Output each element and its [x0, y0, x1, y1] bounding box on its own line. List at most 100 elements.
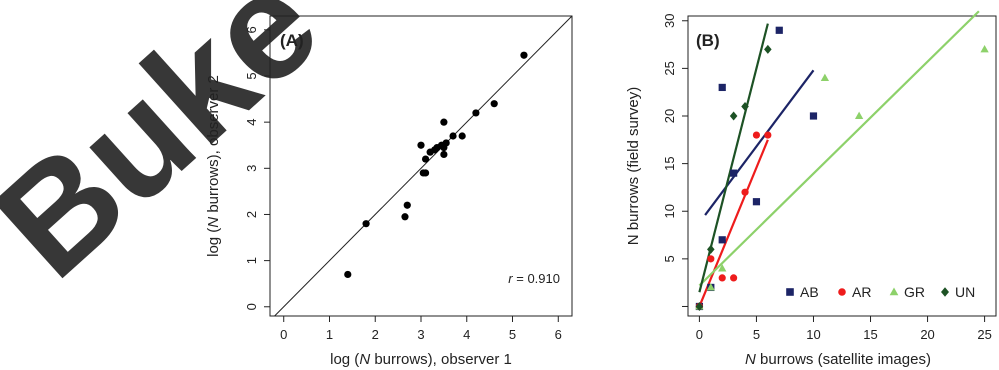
legend-marker-gr [889, 287, 899, 296]
x-tick-label: 15 [863, 327, 877, 342]
x-tick-label: 2 [372, 327, 379, 342]
panel-a-ylabel-part-2: burrows), observer 2 [205, 75, 222, 217]
y-tick-label: 20 [662, 109, 677, 123]
legend-label-gr: GR [904, 284, 925, 300]
panel-a-label: (A) [280, 31, 304, 50]
data-point-ar [741, 188, 749, 196]
panel-b-xlabel-n: N [745, 351, 756, 368]
panel-b-label: (B) [696, 31, 720, 50]
legend-label-ab: AB [800, 284, 819, 300]
data-point-gr [854, 111, 864, 120]
data-point-gr [980, 45, 989, 53]
panel-b-fit-lines [698, 10, 980, 307]
y-tick-label: 1 [244, 257, 259, 264]
data-point [520, 51, 528, 59]
data-point [403, 201, 411, 209]
data-point-ar [707, 255, 715, 263]
panel-a-xlabel-n: N [359, 351, 370, 368]
x-tick-label: 4 [463, 327, 470, 342]
data-point-un [707, 244, 715, 254]
fit-line-ar [698, 139, 769, 307]
y-tick-label: 6 [244, 26, 259, 33]
data-point [417, 141, 425, 149]
y-tick-label: 2 [244, 211, 259, 218]
data-point [472, 109, 480, 117]
x-tick-label: 6 [555, 327, 562, 342]
x-tick-label: 20 [920, 327, 934, 342]
data-point [458, 132, 466, 140]
x-tick-label: 1 [326, 327, 333, 342]
data-point-un [741, 101, 749, 111]
data-point-ab [752, 198, 761, 206]
correlation-annotation: r = 0.910 [508, 271, 560, 286]
y-tick-label: 15 [662, 156, 677, 170]
y-tick-label: 5 [662, 255, 677, 262]
data-point-gr [718, 264, 727, 272]
data-point-ar [718, 274, 726, 282]
data-point-gr [706, 283, 715, 291]
y-tick-label: 25 [662, 61, 677, 75]
data-point [449, 132, 457, 140]
panel-a-xlabel-part-2: burrows), observer 1 [370, 351, 512, 368]
x-tick-label: 0 [696, 327, 703, 342]
identity-line-group [274, 15, 573, 317]
y-tick-label: 5 [244, 72, 259, 79]
x-tick-label: 5 [509, 327, 516, 342]
panel-b-scatter: 0 5 10 15 20 25 5 10 15 20 25 30 AB AR GR UN (B) N bu… [625, 10, 997, 368]
x-tick-label: 25 [977, 327, 991, 342]
data-point-ab [718, 236, 726, 244]
panel-b-y-axis-title: N burrows (field survey) [625, 87, 642, 245]
panel-b-y-ticks: 5 10 15 20 25 30 [662, 14, 688, 307]
panel-a-points [344, 51, 528, 279]
data-point-ar [764, 131, 772, 139]
legend-marker-ab [786, 288, 794, 296]
x-tick-label: 3 [417, 327, 424, 342]
fit-line-ab [704, 69, 815, 216]
y-tick-label: 4 [244, 119, 259, 126]
data-point [421, 169, 430, 177]
data-point-ab [809, 112, 818, 120]
panel-b-points [695, 26, 989, 311]
panel-a-x-ticks: 0 1 2 3 4 5 6 [280, 316, 562, 342]
data-point [440, 150, 448, 159]
y-tick-label: 10 [662, 204, 677, 218]
x-tick-label: 10 [806, 327, 820, 342]
panel-a-ylabel-part-1: log ( [205, 228, 222, 257]
panel-b-x-ticks: 0 5 10 15 20 25 [696, 316, 992, 342]
legend-marker-ar [838, 288, 846, 296]
x-tick-label: 0 [280, 327, 287, 342]
data-point [401, 213, 409, 221]
y-tick-label: 0 [244, 303, 259, 310]
data-point-un [695, 301, 704, 311]
panel-a-y-ticks: 0 1 2 3 4 5 6 [244, 26, 270, 310]
panel-b-x-axis-title: N burrows (satellite images) [745, 351, 931, 368]
data-point-ab [775, 26, 783, 34]
data-point-un [764, 44, 772, 54]
data-point [442, 139, 450, 147]
identity-line [274, 15, 573, 317]
panel-a-x-axis-title: log (N burrows), observer 1 [330, 351, 512, 368]
legend-label-ar: AR [852, 284, 871, 300]
data-point [490, 100, 498, 108]
panel-b-legend: AB AR GR UN [786, 284, 975, 300]
data-point [362, 220, 370, 228]
data-point [440, 118, 448, 126]
panel-a-ylabel-n: N [205, 217, 222, 228]
correlation-value: = 0.910 [513, 271, 560, 286]
legend-label-un: UN [955, 284, 975, 300]
y-tick-label: 3 [244, 165, 259, 172]
data-point [344, 270, 352, 279]
panel-a-xlabel-part-1: log ( [330, 351, 359, 368]
panel-b-plot-frame [687, 15, 997, 317]
data-point-gr [820, 73, 830, 81]
data-point-ab [718, 83, 726, 92]
data-point-ab [730, 169, 738, 177]
correlation-r-symbol: r [508, 271, 513, 286]
legend-marker-un [941, 287, 949, 297]
panel-a-y-axis-title: log (N burrows), observer 2 [205, 75, 222, 257]
y-tick-label: 30 [662, 14, 677, 28]
data-point-un [729, 111, 738, 121]
x-tick-label: 5 [753, 327, 760, 342]
